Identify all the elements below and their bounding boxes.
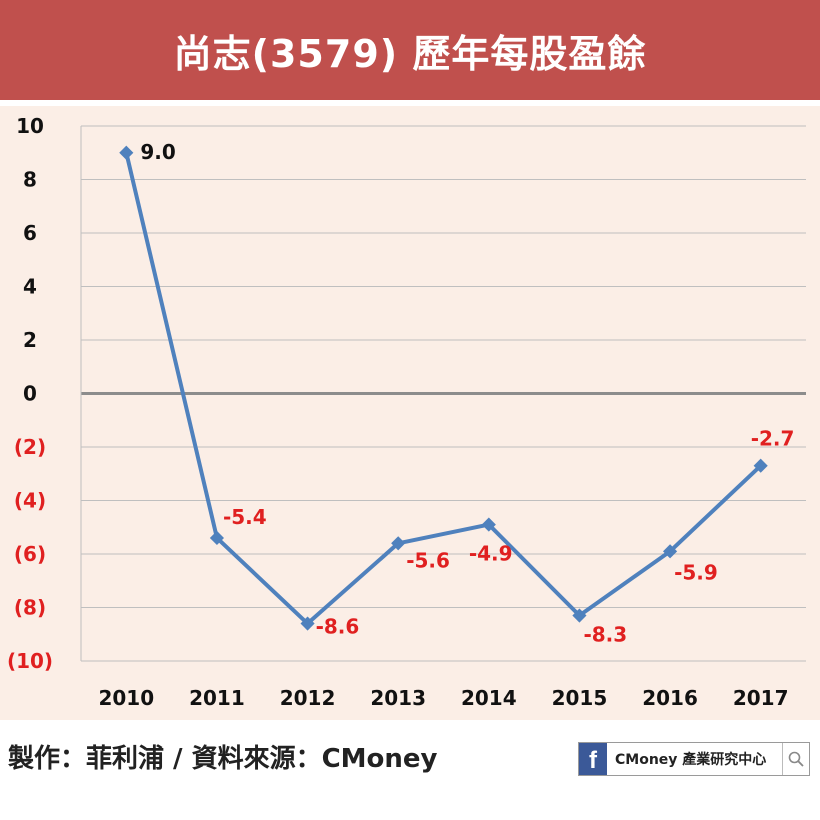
y-tick-label: 10 bbox=[16, 114, 44, 138]
data-label: -8.6 bbox=[316, 615, 360, 639]
x-tick-label: 2016 bbox=[642, 686, 698, 710]
eps-line-chart: 10 8 6 4 2 0 (2) (4) (6) (8) (10) 2010 2011 2012 2013 2… bbox=[7, 114, 806, 710]
chart-background bbox=[0, 106, 820, 720]
series-line bbox=[124, 152, 763, 626]
data-label: -5.4 bbox=[223, 505, 267, 529]
y-tick-label: (4) bbox=[14, 489, 46, 513]
x-tick-label: 2017 bbox=[733, 686, 789, 710]
y-tick-label: 6 bbox=[23, 221, 37, 245]
x-tick-label: 2015 bbox=[552, 686, 608, 710]
data-point bbox=[572, 608, 587, 623]
data-point bbox=[209, 530, 225, 546]
data-point bbox=[481, 517, 496, 532]
y-tick-label: (6) bbox=[14, 542, 46, 566]
data-label: -8.3 bbox=[583, 623, 627, 647]
data-label: -2.7 bbox=[751, 427, 795, 451]
title-bar: 尚志(3579) 歷年每股盈餘 bbox=[0, 0, 820, 100]
data-point bbox=[300, 616, 315, 631]
y-tick-label: 8 bbox=[23, 168, 37, 192]
facebook-icon: f bbox=[579, 743, 607, 775]
data-point bbox=[119, 145, 134, 160]
data-label: -5.6 bbox=[406, 548, 450, 572]
search-icon[interactable] bbox=[782, 743, 809, 775]
x-tick-label: 2012 bbox=[280, 686, 336, 710]
x-tick-label: 2014 bbox=[461, 686, 517, 710]
y-tick-label: 0 bbox=[23, 382, 37, 406]
x-tick-label: 2013 bbox=[370, 686, 426, 710]
data-label: -4.9 bbox=[469, 542, 513, 566]
y-tick-label: (2) bbox=[14, 435, 46, 459]
data-point bbox=[391, 536, 406, 551]
footer-credit: 製作：菲利浦 / 資料來源：CMoney bbox=[8, 744, 438, 774]
chart-title: 尚志(3579) 歷年每股盈餘 bbox=[173, 31, 647, 76]
data-label: -5.9 bbox=[674, 560, 718, 584]
data-label: 9.0 bbox=[140, 140, 175, 164]
y-tick-label: 2 bbox=[23, 328, 37, 352]
y-tick-label: (10) bbox=[7, 649, 53, 673]
data-point bbox=[662, 544, 678, 559]
badge-label: CMoney 產業研究中心 bbox=[615, 752, 767, 768]
title-divider bbox=[0, 100, 820, 106]
y-tick-label: (8) bbox=[14, 596, 46, 620]
cmoney-facebook-badge[interactable]: f CMoney 產業研究中心 bbox=[578, 742, 810, 776]
data-point bbox=[753, 458, 768, 473]
x-tick-label: 2011 bbox=[189, 686, 245, 710]
x-tick-label: 2010 bbox=[98, 686, 154, 710]
y-tick-label: 4 bbox=[23, 275, 37, 299]
